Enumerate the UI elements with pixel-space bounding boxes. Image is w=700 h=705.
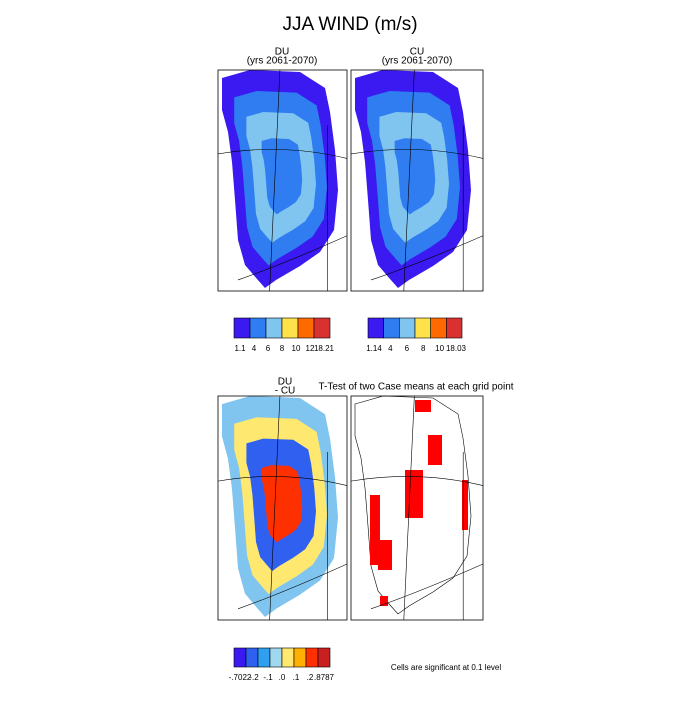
map-panel: [350, 69, 484, 292]
significant-cells: [370, 495, 380, 565]
longitude-line: [403, 69, 415, 292]
panel-title: CU: [410, 47, 424, 58]
colorbar-box: [399, 317, 416, 339]
colorbar-box: [257, 647, 271, 668]
colorbar-label: 8: [280, 344, 285, 353]
significant-cells: [378, 540, 392, 570]
map-frame: [217, 69, 348, 292]
colorbar-label: 8: [421, 344, 426, 353]
colorbar-box: [313, 317, 331, 339]
colorbar-label: 1.1: [234, 344, 246, 353]
significant-cells: [415, 400, 431, 412]
latitude-line: [350, 149, 484, 159]
wind-field: [261, 465, 303, 543]
coastline: [354, 395, 472, 615]
panel-title: DU: [275, 47, 289, 58]
colorbar-box: [245, 647, 259, 668]
colorbar-box: [293, 647, 307, 668]
map-panel: [217, 395, 348, 621]
longitude-line: [269, 69, 281, 292]
colorbar-box: [446, 317, 463, 339]
colorbar-label: .1: [293, 673, 300, 682]
colorbar-box: [233, 647, 247, 668]
colorbar-label: 10: [435, 344, 444, 353]
panel-title: DU: [278, 377, 292, 388]
colorbar-box: [414, 317, 431, 339]
colorbar-label: 4: [388, 344, 393, 353]
longitude-line: [403, 395, 415, 621]
colorbar-box: [305, 647, 319, 668]
map-frame: [350, 69, 484, 292]
panel-subtitle: (yrs 2061-2070): [382, 56, 453, 67]
colorbar-label: 18.21: [314, 344, 335, 353]
latitude-line: [350, 476, 484, 486]
significant-cells: [380, 596, 388, 606]
colorbar-box: [281, 647, 295, 668]
colorbars: 1.1 4 6 8 10 12 18.21 1.14 4 6 8 10 18.03-.7022-.2 -.…: [229, 317, 467, 682]
latitude-line: [237, 563, 348, 610]
panel-subtitle: - CU: [275, 386, 296, 397]
colorbar-label: 12: [306, 344, 315, 353]
colorbar-label: 6: [405, 344, 410, 353]
colorbar-label: .2: [307, 673, 314, 682]
map-panel: [350, 395, 484, 621]
colorbar-label: .8787: [314, 673, 335, 682]
colorbar-box: [383, 317, 400, 339]
colorbar-box: [265, 317, 283, 339]
note: Cells are significant at 0.1 level: [391, 663, 502, 672]
wind-field: [261, 138, 303, 215]
colorbar-box: [233, 317, 251, 339]
colorbar-box: [317, 647, 331, 668]
colorbar-label: -.1: [263, 673, 273, 682]
map-frame: [217, 395, 348, 621]
significant-cells: [405, 470, 423, 518]
colorbar-label: 1.14: [366, 344, 382, 353]
colorbar-label: -.7022: [229, 673, 252, 682]
colorbar-box: [430, 317, 447, 339]
colorbar-label: -.2: [249, 673, 259, 682]
latitude-line: [370, 235, 484, 281]
longitude-line: [269, 395, 281, 621]
colorbar-box: [297, 317, 315, 339]
latitude-line: [217, 476, 348, 486]
map-panel: [217, 69, 348, 292]
latitude-line: [217, 149, 348, 159]
panel-title: T-Test of two Case means at each grid po…: [318, 382, 513, 393]
colorbar-box: [269, 647, 283, 668]
colorbar-box: [281, 317, 299, 339]
significant-cells: [428, 435, 442, 465]
latitude-line: [370, 563, 484, 610]
maps: [217, 69, 484, 621]
figure-title: JJA WIND (m/s): [282, 14, 417, 35]
map-frame: [350, 395, 484, 621]
latitude-line: [237, 235, 348, 281]
colorbar-box: [367, 317, 384, 339]
colorbar-label: 6: [266, 344, 271, 353]
wind-field: [394, 138, 436, 215]
colorbar-label: 10: [292, 344, 301, 353]
colorbar-label: .0: [279, 673, 286, 682]
panel-subtitle: (yrs 2061-2070): [247, 56, 318, 67]
significant-cells: [462, 480, 468, 530]
colorbar-label: 18.03: [446, 344, 467, 353]
colorbar-label: 4: [252, 344, 257, 353]
colorbar-box: [249, 317, 267, 339]
